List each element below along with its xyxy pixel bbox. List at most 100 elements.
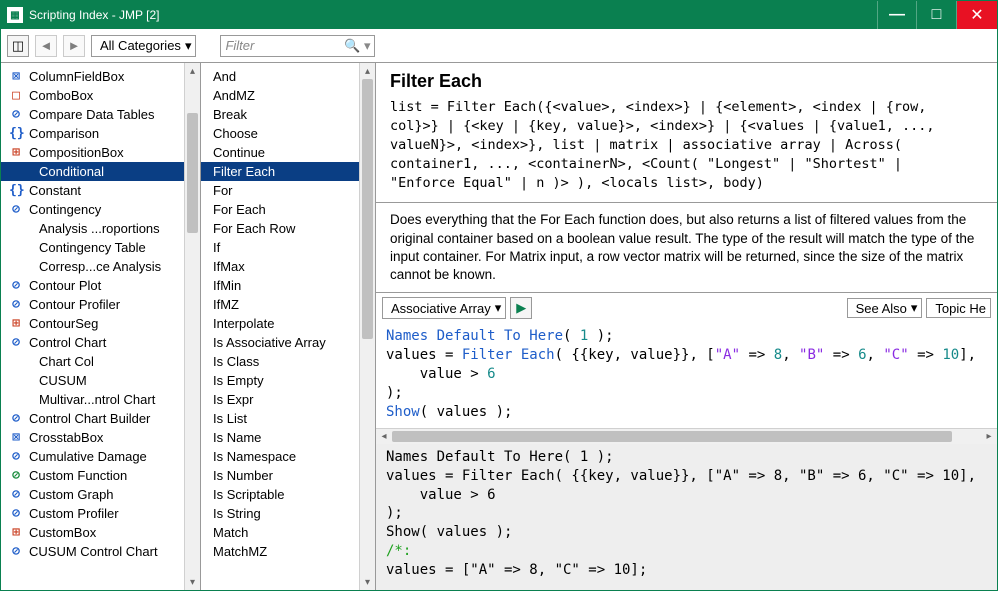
function-list-panel: AndAndMZBreakChooseContinueFilter EachFo… — [201, 63, 376, 590]
tree-item[interactable]: CUSUM — [1, 371, 200, 390]
example-code[interactable]: Names Default To Here( 1 );values = Filt… — [376, 323, 997, 427]
category-tree[interactable]: ⊠ColumnFieldBox□ComboBox⊘Compare Data Ta… — [1, 63, 200, 590]
documentation-panel: Filter Each list = Filter Each({<value>,… — [376, 63, 997, 590]
maximize-button[interactable]: □ — [917, 1, 957, 29]
run-button[interactable]: ▶ — [510, 297, 532, 319]
tree-item-label: Contour Plot — [29, 278, 101, 293]
back-button[interactable]: ◄ — [35, 35, 57, 57]
tree-item[interactable]: ⊘CUSUM Control Chart — [1, 542, 200, 561]
tree-item[interactable]: Conditional — [1, 162, 200, 181]
function-item[interactable]: And — [201, 67, 375, 86]
home-button[interactable]: ◫ — [7, 35, 29, 57]
tree-item[interactable]: ⊘Custom Function — [1, 466, 200, 485]
function-item[interactable]: IfMin — [201, 276, 375, 295]
filter-input[interactable]: Filter 🔍 ▾ — [220, 35, 375, 57]
function-item[interactable]: Match — [201, 523, 375, 542]
scroll-thumb[interactable] — [187, 113, 198, 233]
tree-item-icon: ⊘ — [9, 335, 23, 350]
function-item[interactable]: Is Name — [201, 428, 375, 447]
tree-item[interactable]: ⊘Compare Data Tables — [1, 105, 200, 124]
tree-item[interactable]: Chart Col — [1, 352, 200, 371]
function-item[interactable]: Choose — [201, 124, 375, 143]
tree-item[interactable]: ⊘Control Chart — [1, 333, 200, 352]
function-item[interactable]: For — [201, 181, 375, 200]
forward-button[interactable]: ► — [63, 35, 85, 57]
tree-item[interactable]: ⊘ Contour Plot — [1, 276, 200, 295]
tree-item[interactable]: ⊘Custom Profiler — [1, 504, 200, 523]
close-button[interactable]: ✕ — [957, 1, 997, 29]
category-dropdown[interactable]: All Categories ▾ — [91, 35, 196, 57]
tree-item[interactable]: Analysis ...roportions — [1, 219, 200, 238]
function-item[interactable]: Is Associative Array — [201, 333, 375, 352]
tree-item-label: Contingency Table — [39, 240, 146, 255]
tree-item[interactable]: ⊘Custom Graph — [1, 485, 200, 504]
tree-item-label: Custom Function — [29, 468, 127, 483]
minimize-button[interactable]: — — [877, 1, 917, 29]
tree-item-label: ContourSeg — [29, 316, 98, 331]
tree-item-icon: ⊘ — [9, 449, 23, 464]
function-item[interactable]: Is Number — [201, 466, 375, 485]
function-item[interactable]: Is List — [201, 409, 375, 428]
tree-item[interactable]: Corresp...ce Analysis — [1, 257, 200, 276]
tree-item-label: ColumnFieldBox — [29, 69, 124, 84]
tree-item-icon: ⊘ — [9, 297, 23, 312]
tree-item[interactable]: Multivar...ntrol Chart — [1, 390, 200, 409]
tree-item[interactable]: ⊘Cumulative Damage — [1, 447, 200, 466]
function-item[interactable]: If — [201, 238, 375, 257]
code-hscrollbar[interactable]: ◂ ▸ — [376, 428, 997, 444]
function-item[interactable]: For Each — [201, 200, 375, 219]
function-item[interactable]: Is Scriptable — [201, 485, 375, 504]
tree-item[interactable]: ⊠CrosstabBox — [1, 428, 200, 447]
tree-item[interactable]: ⊠ColumnFieldBox — [1, 67, 200, 86]
function-item[interactable]: Continue — [201, 143, 375, 162]
scroll-thumb[interactable] — [392, 431, 952, 442]
function-item[interactable]: Is Namespace — [201, 447, 375, 466]
tree-item[interactable]: ⊞ContourSeg — [1, 314, 200, 333]
scroll-down-icon[interactable]: ▾ — [185, 574, 200, 590]
output-log[interactable]: Names Default To Here( 1 );values = Filt… — [376, 444, 997, 590]
tree-item-label: Compare Data Tables — [29, 107, 155, 122]
function-item[interactable]: Is Empty — [201, 371, 375, 390]
tree-item-icon: ⊘ — [9, 487, 23, 502]
topic-help-dropdown[interactable]: Topic He — [926, 298, 991, 318]
function-item[interactable]: Interpolate — [201, 314, 375, 333]
tree-item-icon: ⊞ — [9, 525, 23, 540]
tree-item-label: Control Chart Builder — [29, 411, 150, 426]
scroll-thumb[interactable] — [362, 79, 373, 339]
tree-item-label: CUSUM Control Chart — [29, 544, 158, 559]
function-item[interactable]: Filter Each — [201, 162, 375, 181]
tree-item[interactable]: ⊘Control Chart Builder — [1, 409, 200, 428]
tree-scrollbar[interactable]: ▴ ▾ — [184, 63, 200, 590]
function-item[interactable]: MatchMZ — [201, 542, 375, 561]
tree-item[interactable]: □ComboBox — [1, 86, 200, 105]
function-list[interactable]: AndAndMZBreakChooseContinueFilter EachFo… — [201, 63, 375, 590]
function-item[interactable]: AndMZ — [201, 86, 375, 105]
function-item[interactable]: Is String — [201, 504, 375, 523]
tree-item[interactable]: {}Comparison — [1, 124, 200, 143]
func-scrollbar[interactable]: ▴ ▾ — [359, 63, 375, 590]
tree-item-icon: ⊘ — [9, 278, 23, 293]
function-item[interactable]: For Each Row — [201, 219, 375, 238]
tree-item[interactable]: Contingency Table — [1, 238, 200, 257]
tree-item[interactable]: ⊞CustomBox — [1, 523, 200, 542]
function-item[interactable]: Break — [201, 105, 375, 124]
tree-item[interactable]: ⊞CompositionBox — [1, 143, 200, 162]
tree-item[interactable]: {}Constant — [1, 181, 200, 200]
chevron-down-icon: ▾ — [185, 38, 192, 54]
scroll-up-icon[interactable]: ▴ — [360, 63, 375, 79]
scroll-down-icon[interactable]: ▾ — [360, 574, 375, 590]
tree-item-icon: {} — [9, 126, 23, 141]
function-item[interactable]: IfMZ — [201, 295, 375, 314]
function-item[interactable]: IfMax — [201, 257, 375, 276]
tree-item[interactable]: ⊘Contour Profiler — [1, 295, 200, 314]
see-also-dropdown[interactable]: See Also ▾ — [847, 298, 923, 318]
doc-title: Filter Each — [390, 71, 983, 92]
scroll-up-icon[interactable]: ▴ — [185, 63, 200, 79]
example-type-label: Associative Array — [391, 301, 491, 316]
function-item[interactable]: Is Expr — [201, 390, 375, 409]
window-title: Scripting Index - JMP [2] — [29, 8, 160, 22]
function-item[interactable]: Is Class — [201, 352, 375, 371]
example-type-dropdown[interactable]: Associative Array ▾ — [382, 297, 506, 319]
tree-item-label: Chart Col — [39, 354, 94, 369]
tree-item[interactable]: ⊘Contingency — [1, 200, 200, 219]
